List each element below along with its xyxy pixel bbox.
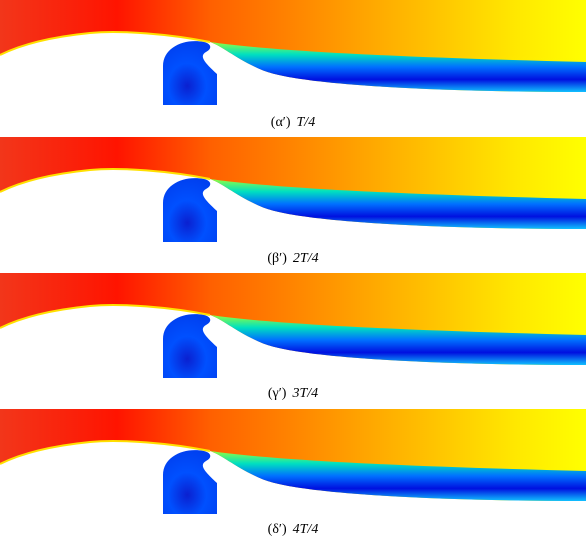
- flow-field: [0, 272, 586, 379]
- caption: (α′) T/4: [271, 115, 315, 130]
- caption-time: 3T/4: [291, 386, 318, 401]
- caption: (δ′) 4T/4: [268, 522, 319, 537]
- caption: (β′) 2T/4: [267, 251, 318, 266]
- flow-field: [0, 408, 586, 515]
- caption-time: 4T/4: [293, 522, 319, 537]
- caption-label: (γ′): [268, 386, 287, 401]
- flow-field: [0, 0, 586, 106]
- caption-label: (δ′): [268, 522, 287, 537]
- caption-time: T/4: [297, 115, 316, 130]
- caption-label: (α′): [271, 115, 291, 130]
- caption-label: (β′): [267, 251, 287, 266]
- caption: (γ′) 3T/4: [268, 386, 318, 401]
- caption-time: 2T/4: [293, 251, 319, 266]
- flow-field: [0, 136, 586, 243]
